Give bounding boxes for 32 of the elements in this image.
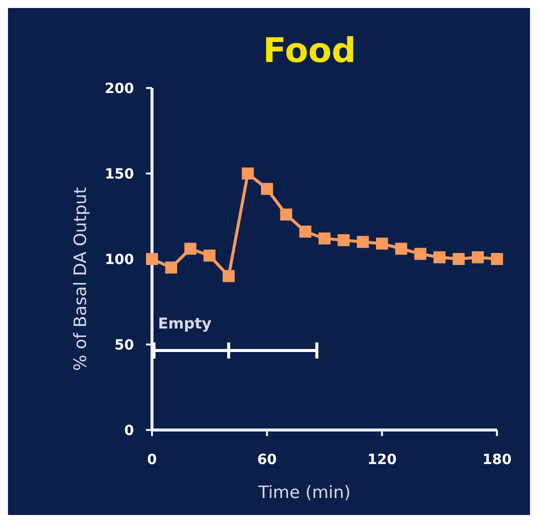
y-axis-title: % of Basal DA Output	[71, 186, 91, 371]
point	[376, 238, 388, 250]
point	[434, 251, 446, 264]
point	[452, 253, 465, 265]
point	[261, 182, 273, 195]
point	[146, 253, 158, 265]
point	[356, 236, 369, 248]
x-tick-label: 60	[257, 452, 277, 468]
y-tick-label: 150	[104, 166, 134, 182]
point	[184, 242, 196, 255]
x-tick-label: 0	[147, 452, 158, 468]
point	[280, 208, 292, 221]
chart-title: Food	[263, 31, 356, 71]
point	[395, 242, 408, 255]
point	[472, 251, 484, 264]
y-tick-label: 50	[114, 337, 134, 354]
point	[318, 232, 330, 244]
x-tick-label: 120	[367, 452, 397, 468]
y-tick-label: 200	[104, 80, 134, 97]
x-tick-label: 180	[482, 452, 512, 468]
y-tick-label: 100	[104, 252, 134, 268]
point	[414, 248, 426, 260]
point	[222, 270, 235, 282]
annotation: Empty	[158, 314, 212, 332]
point	[242, 168, 254, 180]
x-axis-title: Time (min)	[257, 483, 351, 503]
point	[299, 226, 312, 238]
point	[338, 234, 350, 246]
point	[165, 262, 178, 274]
point	[491, 253, 503, 265]
y-tick-label: 0	[124, 422, 134, 439]
point	[204, 250, 216, 262]
